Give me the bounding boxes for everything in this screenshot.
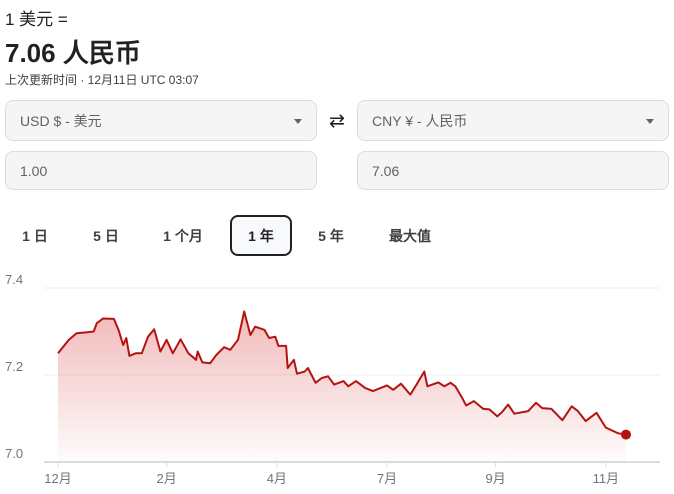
from-amount-input[interactable]: 1.00 bbox=[5, 151, 317, 190]
tab-max[interactable]: 最大值 bbox=[389, 227, 431, 244]
chart-area-fill bbox=[58, 311, 626, 462]
rate-value: 7.06 人民币 bbox=[5, 38, 141, 68]
x-tick-label: 9月 bbox=[486, 471, 506, 486]
x-tick-label: 2月 bbox=[157, 471, 177, 486]
y-tick-label: 7.2 bbox=[5, 359, 23, 374]
x-tick-label: 7月 bbox=[377, 471, 397, 486]
from-currency-label: USD $ - 美元 bbox=[20, 112, 102, 129]
x-tick-label: 4月 bbox=[267, 471, 287, 486]
x-tick-label: 12月 bbox=[44, 471, 71, 486]
from-amount-value: 1.00 bbox=[20, 162, 48, 179]
current-value-dot bbox=[621, 429, 631, 440]
rate-label: 1 美元 = bbox=[5, 10, 68, 29]
to-currency-select[interactable]: CNY ¥ - 人民币 bbox=[357, 100, 669, 141]
to-amount-input[interactable]: 7.06 bbox=[357, 151, 669, 190]
tab-1-day[interactable]: 1 日 bbox=[22, 227, 48, 244]
x-tick-label: 11月 bbox=[593, 471, 620, 486]
dropdown-caret-icon bbox=[294, 118, 302, 124]
dropdown-caret-icon bbox=[646, 118, 654, 124]
tab-1-month[interactable]: 1 个月 bbox=[163, 227, 203, 244]
to-currency-label: CNY ¥ - 人民币 bbox=[372, 112, 468, 129]
swap-arrows-icon[interactable]: ⇄ bbox=[329, 111, 345, 132]
tab-5-year[interactable]: 5 年 bbox=[318, 227, 344, 244]
y-tick-label: 7.0 bbox=[5, 446, 23, 461]
to-amount-value: 7.06 bbox=[372, 162, 400, 179]
tab-1-year[interactable]: 1 年 bbox=[230, 215, 292, 256]
last-updated: 上次更新时间 · 12月11日 UTC 03:07 bbox=[5, 73, 199, 87]
y-tick-label: 7.4 bbox=[5, 272, 23, 287]
tab-5-day[interactable]: 5 日 bbox=[93, 227, 119, 244]
from-currency-select[interactable]: USD $ - 美元 bbox=[5, 100, 317, 141]
chart-line bbox=[57, 310, 627, 436]
